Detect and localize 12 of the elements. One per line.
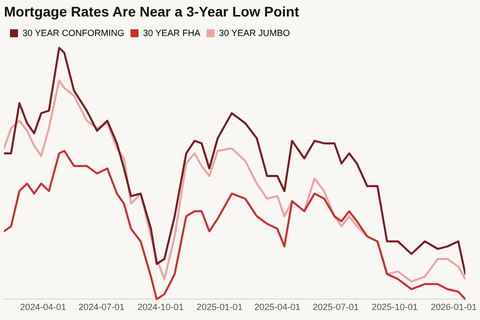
x-tick-label: 2025-10-01	[372, 302, 418, 312]
x-tick-label: 2025-04-01	[254, 302, 300, 312]
x-tick-label: 2024-10-01	[138, 302, 184, 312]
x-tick-label: 2025-07-01	[312, 302, 359, 312]
x-tick-label: 2024-04-01	[20, 302, 66, 312]
x-tick-label: 2025-01-01	[196, 302, 243, 312]
chart-title: Mortgage Rates Are Near a 3-Year Low Point	[4, 3, 300, 20]
x-tick-label: 2026-01-01	[430, 302, 477, 312]
legend-label: 30 YEAR CONFORMING	[22, 28, 124, 38]
x-tick-label: 2024-07-01	[78, 302, 125, 312]
legend-label: 30 YEAR FHA	[143, 28, 200, 38]
legend-label: 30 YEAR JUMBO	[219, 28, 290, 38]
